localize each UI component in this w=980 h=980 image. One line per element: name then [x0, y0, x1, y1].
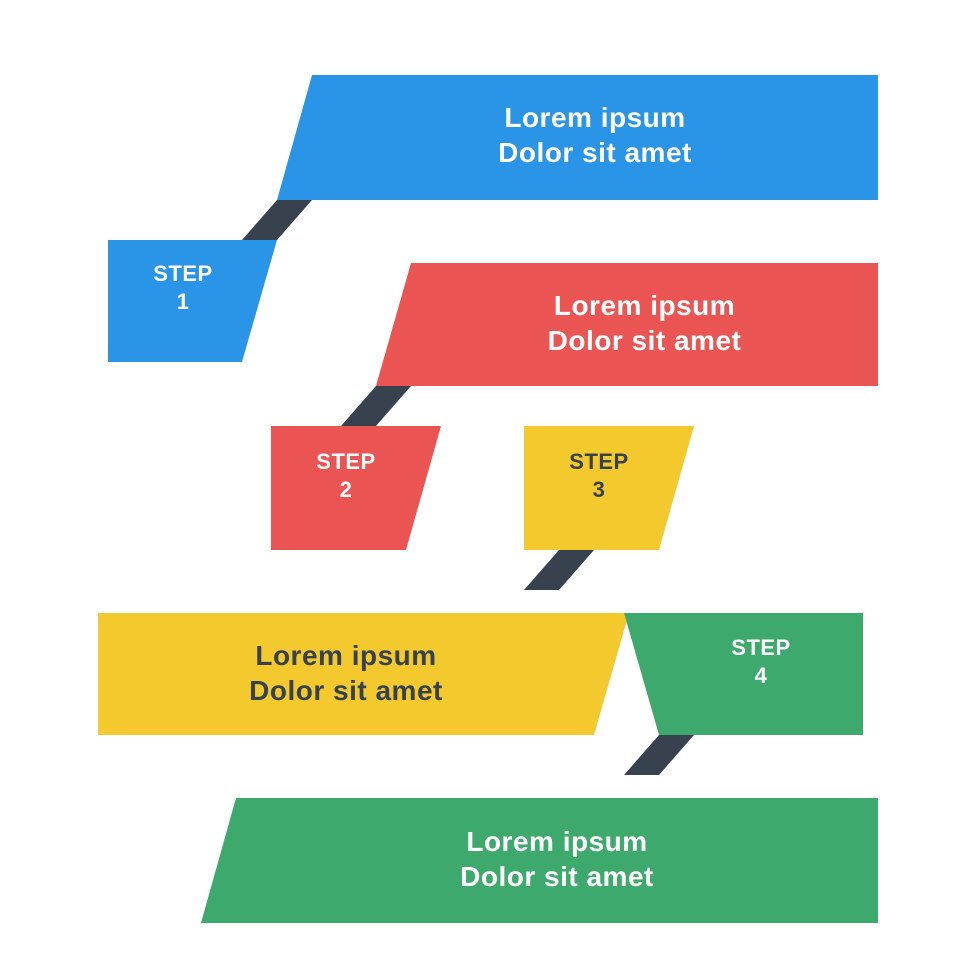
step-label-3: STEP 3 — [524, 448, 674, 503]
banner-line2: Dolor sit amet — [98, 673, 594, 708]
banner-text-1: Lorem ipsum Dolor sit amet — [312, 100, 878, 170]
step-word: STEP — [659, 634, 863, 662]
banner-line1: Lorem ipsum — [411, 288, 878, 323]
banner-text-3: Lorem ipsum Dolor sit amet — [98, 638, 594, 708]
step-word: STEP — [108, 260, 258, 288]
banner-text-2: Lorem ipsum Dolor sit amet — [411, 288, 878, 358]
step-word: STEP — [524, 448, 674, 476]
step-label-1: STEP 1 — [108, 260, 258, 315]
banner-line1: Lorem ipsum — [312, 100, 878, 135]
step-number: 4 — [659, 662, 863, 690]
banner-line1: Lorem ipsum — [236, 824, 878, 859]
step-number: 1 — [108, 288, 258, 316]
step-number: 2 — [271, 476, 421, 504]
banner-line2: Dolor sit amet — [236, 859, 878, 894]
step-number: 3 — [524, 476, 674, 504]
step-label-4: STEP 4 — [659, 634, 863, 689]
banner-text-4: Lorem ipsum Dolor sit amet — [236, 824, 878, 894]
step-word: STEP — [271, 448, 421, 476]
banner-line2: Dolor sit amet — [312, 135, 878, 170]
infographic-stage: Lorem ipsum Dolor sit amet Lorem ipsum D… — [0, 0, 980, 980]
banner-line1: Lorem ipsum — [98, 638, 594, 673]
banner-line2: Dolor sit amet — [411, 323, 878, 358]
step-label-2: STEP 2 — [271, 448, 421, 503]
